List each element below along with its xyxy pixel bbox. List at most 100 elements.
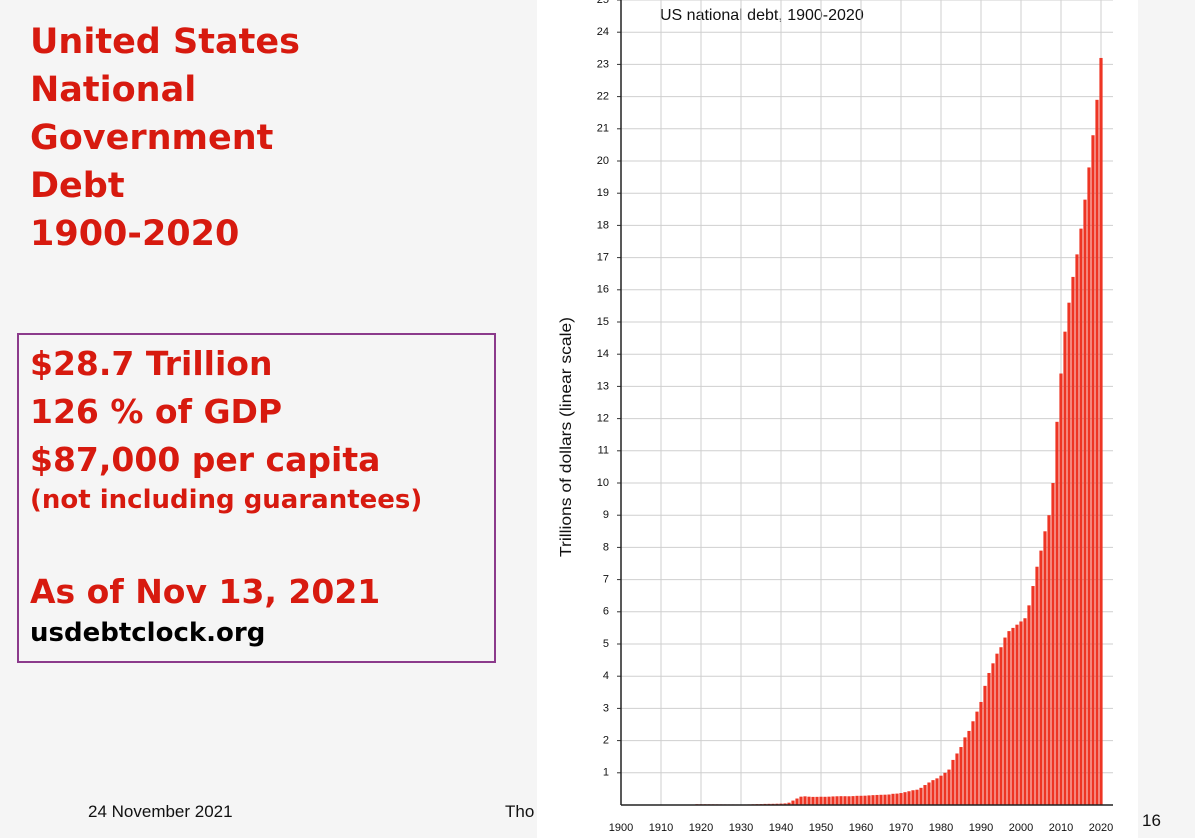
y-tick-label: 13 xyxy=(597,380,609,392)
y-tick-label: 22 xyxy=(597,91,609,103)
bar xyxy=(1039,550,1043,805)
bar xyxy=(811,796,815,805)
bar xyxy=(1023,618,1027,805)
y-tick-label: 7 xyxy=(603,574,609,586)
bar xyxy=(847,796,851,805)
y-tick-label: 4 xyxy=(603,670,609,682)
bar xyxy=(1067,302,1071,805)
bar xyxy=(871,795,875,805)
bar xyxy=(943,772,947,805)
x-tick-label: 1900 xyxy=(609,822,633,834)
x-tick-label: 1980 xyxy=(929,822,953,834)
bar xyxy=(839,796,843,805)
bar xyxy=(1079,228,1083,805)
bar xyxy=(843,796,847,805)
x-tick-label: 1960 xyxy=(849,822,873,834)
y-tick-label: 24 xyxy=(597,26,609,38)
bar xyxy=(1055,421,1059,805)
chart: US national debt, 1900-2020 Trillions of… xyxy=(537,0,1138,838)
slide-title-line: United States xyxy=(30,22,300,62)
x-tick-label: 1990 xyxy=(969,822,993,834)
bar xyxy=(1003,637,1007,805)
bar xyxy=(927,782,931,805)
box-line: As of Nov 13, 2021 xyxy=(30,572,381,611)
bar xyxy=(1063,331,1067,805)
bar xyxy=(955,753,959,805)
bar xyxy=(939,775,943,805)
y-tick-label: 23 xyxy=(597,58,609,70)
bar xyxy=(947,769,951,805)
bar xyxy=(1031,586,1035,805)
y-tick-label: 15 xyxy=(597,316,609,328)
bar xyxy=(983,685,987,805)
bar xyxy=(915,789,919,805)
bar xyxy=(875,794,879,805)
bar xyxy=(807,796,811,805)
bar xyxy=(919,787,923,805)
bar xyxy=(1027,605,1031,805)
y-tick-label: 17 xyxy=(597,252,609,264)
bar xyxy=(935,778,939,805)
x-tick-label: 1940 xyxy=(769,822,793,834)
bar xyxy=(891,793,895,805)
page-number: 16 xyxy=(1142,811,1161,830)
bar xyxy=(923,785,927,805)
bar xyxy=(791,800,795,805)
y-tick-label: 11 xyxy=(598,445,609,457)
bar xyxy=(1059,373,1063,805)
bar xyxy=(967,730,971,805)
bar xyxy=(999,647,1003,805)
box-line: (not including guarantees) xyxy=(30,485,423,515)
bar xyxy=(815,796,819,805)
x-tick-label: 2020 xyxy=(1089,822,1113,834)
bar xyxy=(903,792,907,805)
bar xyxy=(987,672,991,805)
y-tick-label: 21 xyxy=(597,123,609,135)
bar xyxy=(979,701,983,805)
bar xyxy=(975,711,979,805)
slide-title-line: Debt xyxy=(30,166,125,206)
chart-title: US national debt, 1900-2020 xyxy=(660,7,864,24)
bar xyxy=(1047,515,1051,805)
y-tick-label: 3 xyxy=(603,702,609,714)
box-line: 126 % of GDP xyxy=(30,392,283,431)
x-tick-label: 2010 xyxy=(1049,822,1073,834)
box-line: $87,000 per capita xyxy=(30,440,381,479)
bar xyxy=(855,795,859,805)
bar xyxy=(831,796,835,805)
slide-title-line: National xyxy=(30,70,197,110)
y-axis-label: Trillions of dollars (linear scale) xyxy=(558,317,575,557)
bar xyxy=(907,791,911,805)
y-tick-label: 16 xyxy=(597,284,609,296)
bar xyxy=(1087,167,1091,805)
bar xyxy=(1071,276,1075,805)
footer-date: 24 November 2021 xyxy=(88,802,233,821)
bar xyxy=(835,796,839,805)
bar xyxy=(1043,531,1047,805)
box-line: $28.7 Trillion xyxy=(30,344,273,383)
y-tick-label: 1 xyxy=(603,767,609,779)
x-tick-label: 1920 xyxy=(689,822,713,834)
bar xyxy=(995,653,999,805)
y-tick-label: 6 xyxy=(603,606,609,618)
bar xyxy=(867,795,871,805)
bar xyxy=(899,793,903,805)
bar xyxy=(819,796,823,805)
bar xyxy=(1099,57,1103,805)
bar xyxy=(883,794,887,805)
bar xyxy=(827,796,831,805)
bar xyxy=(795,798,799,805)
y-tick-label: 5 xyxy=(603,638,609,650)
x-tick-label: 1950 xyxy=(809,822,833,834)
y-tick-label: 8 xyxy=(603,541,609,553)
bar xyxy=(879,794,883,805)
x-tick-label: 1930 xyxy=(729,822,753,834)
bar xyxy=(823,796,827,805)
bar xyxy=(1019,621,1023,805)
y-tick-label: 10 xyxy=(597,477,609,489)
y-tick-label: 20 xyxy=(597,155,609,167)
bar xyxy=(971,721,975,805)
bar xyxy=(1007,631,1011,805)
y-tick-label: 2 xyxy=(603,735,609,747)
bar xyxy=(931,780,935,805)
